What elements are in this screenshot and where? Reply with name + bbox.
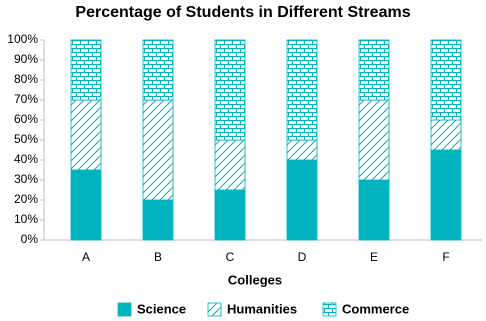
x-tick-label: C [226, 250, 235, 264]
y-tick-label: 20% [14, 192, 38, 206]
x-axis-label: Colleges [228, 272, 282, 287]
y-tick-label: 0% [21, 232, 39, 246]
bar-segment [214, 189, 246, 241]
x-tick-label: B [154, 250, 162, 264]
y-tick-label: 10% [14, 212, 38, 226]
legend-label: Commerce [342, 301, 409, 316]
bar-segment [286, 159, 318, 241]
bar-segment [142, 199, 174, 241]
x-tick-label: A [82, 250, 90, 264]
bar-segment [430, 119, 462, 151]
legend-swatch [117, 302, 132, 317]
bar-segment [214, 139, 246, 191]
bar-segment [358, 179, 390, 241]
bar-segment [358, 39, 390, 101]
y-tick-label: 60% [14, 112, 38, 126]
bar-segment [430, 39, 462, 121]
bar-segment [70, 99, 102, 171]
y-tick-label: 80% [14, 72, 38, 86]
chart-title: Percentage of Students in Different Stre… [75, 4, 410, 21]
bar-segment [358, 99, 390, 181]
bar-segment [142, 39, 174, 101]
bar-segment [214, 39, 246, 141]
legend-swatch [207, 302, 222, 317]
bar-segment [286, 139, 318, 161]
y-tick-label: 30% [14, 172, 38, 186]
x-tick-label: F [442, 250, 449, 264]
legend-swatch [322, 302, 337, 317]
x-tick-label: D [298, 250, 307, 264]
y-tick-label: 90% [14, 52, 38, 66]
bar-segment [70, 169, 102, 241]
y-tick-label: 70% [14, 92, 38, 106]
y-tick-label: 40% [14, 152, 38, 166]
bar-segment [286, 39, 318, 141]
legend-label: Humanities [227, 301, 297, 316]
bar-segment [142, 99, 174, 201]
legend-label: Science [137, 301, 186, 316]
y-tick-label: 100% [7, 32, 38, 46]
bar-segment [70, 39, 102, 101]
y-tick-label: 50% [14, 132, 38, 146]
x-tick-label: E [370, 250, 378, 264]
bar-segment [430, 149, 462, 241]
